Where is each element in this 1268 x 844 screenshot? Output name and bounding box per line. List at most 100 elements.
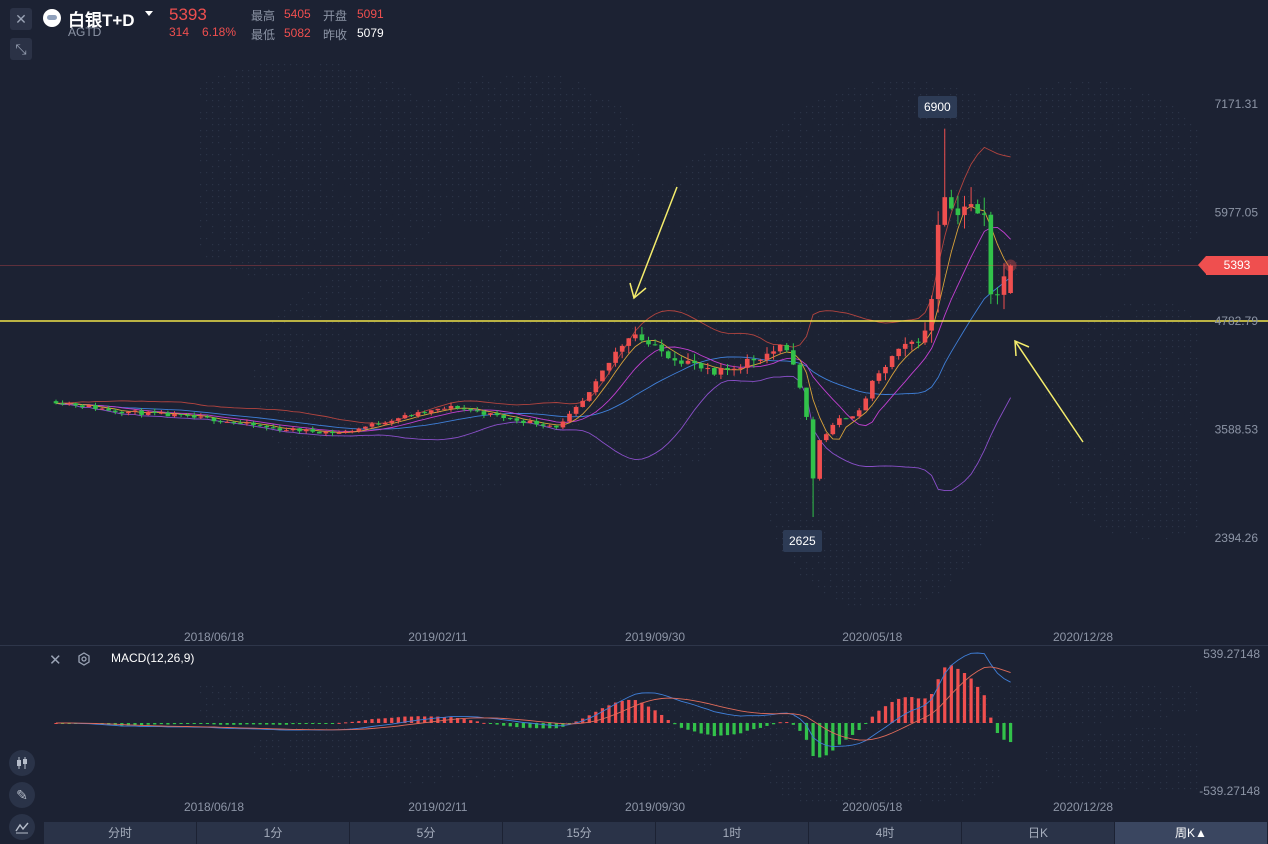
candle-body	[738, 367, 743, 369]
macd-bar	[225, 723, 229, 725]
macd-chart[interactable]: 539.27148 -539.27148 2018/06/18 2019/02/11…	[0, 646, 1268, 822]
candle-body	[613, 351, 618, 363]
macd-bar	[818, 723, 822, 758]
date-tick-label: 2019/02/11	[408, 630, 467, 644]
price-change: 314	[169, 25, 190, 39]
macd-bar	[508, 723, 512, 727]
candle-body	[343, 431, 348, 433]
candle-body	[428, 410, 434, 413]
annotation-arrow-left	[629, 186, 678, 300]
macd-bar	[133, 723, 137, 725]
ma-mid-line	[55, 226, 1011, 432]
macd-bar	[686, 723, 690, 730]
macd-bar	[745, 723, 749, 731]
tab-daily[interactable]: 日K	[962, 822, 1115, 844]
candle-body	[514, 418, 520, 421]
close-icon[interactable]: ✕	[49, 652, 62, 669]
macd-bar	[765, 723, 769, 726]
candle-body	[830, 424, 836, 435]
candle-body	[619, 345, 625, 352]
tab-15min[interactable]: 15分	[503, 822, 656, 844]
candlestick-icon[interactable]	[9, 750, 35, 776]
background-dot-map	[200, 686, 1198, 802]
candle-body	[73, 403, 79, 406]
tab-time-share[interactable]: 分时	[44, 822, 197, 844]
tab-weekly[interactable]: 周K▲	[1115, 822, 1268, 844]
macd-bar	[785, 722, 789, 724]
last-price: 5393	[169, 5, 207, 24]
candle-body	[685, 360, 691, 364]
candle-body	[264, 425, 269, 428]
candlestick-chart[interactable]: 7171.31 5977.05 4782.79 3588.53 2394.26 2018…	[0, 0, 1268, 646]
bollinger-lower-line	[55, 375, 1011, 492]
close-icon[interactable]: ✕	[10, 8, 32, 30]
current-price-tag: 5393	[1198, 256, 1268, 275]
high-label: 最高	[251, 9, 276, 23]
macd-bar	[528, 723, 532, 728]
price-tick-label: 2394.26	[1215, 531, 1259, 545]
candle-body	[725, 368, 730, 370]
candle-body	[988, 214, 994, 295]
macd-bar	[337, 722, 341, 724]
macd-bar	[390, 717, 394, 723]
candle-body	[856, 410, 862, 417]
candle-body	[580, 400, 585, 407]
candle-body	[238, 422, 243, 424]
macd-bar	[383, 718, 387, 723]
macd-bar	[291, 723, 295, 725]
candle-body	[172, 414, 177, 417]
candle-body	[540, 424, 546, 426]
settings-icon[interactable]	[77, 652, 91, 666]
candle-body	[382, 422, 388, 425]
candle-body	[758, 359, 763, 361]
price-tick-label: 5977.05	[1215, 205, 1259, 219]
candle-body	[211, 417, 217, 422]
candle-body	[461, 408, 467, 410]
macd-bar	[633, 700, 637, 723]
macd-bar	[877, 710, 881, 723]
candle-body	[949, 197, 954, 209]
date-axis: 2018/06/18 2019/02/11 2019/09/30 2020/05/18…	[184, 630, 1113, 644]
candle-body	[475, 410, 480, 412]
candle-body	[277, 428, 283, 431]
macd-bar	[831, 723, 835, 751]
candle-body	[409, 415, 414, 417]
macd-bar	[146, 723, 150, 725]
symbol-name[interactable]: 白银T+D	[68, 11, 135, 30]
bollinger-bands	[55, 146, 1011, 492]
candle-body	[975, 204, 980, 214]
macd-bar	[258, 723, 262, 725]
candle-body	[60, 403, 65, 405]
tab-1min[interactable]: 1分	[197, 822, 350, 844]
caret-down-icon[interactable]	[145, 11, 153, 16]
macd-bar	[646, 706, 651, 723]
candle-body	[962, 206, 967, 216]
price-change-pct: 6.18%	[202, 25, 237, 39]
macd-bar	[936, 679, 940, 723]
indicator-icon[interactable]	[9, 814, 35, 840]
macd-bar	[890, 701, 894, 723]
collapse-icon[interactable]: ⤡	[10, 38, 32, 60]
candle-body	[955, 208, 961, 216]
tab-4hour[interactable]: 4时	[809, 822, 962, 844]
macd-bar	[962, 673, 967, 723]
candle-body	[99, 408, 105, 410]
candle-body	[705, 368, 711, 370]
candle-body	[139, 410, 144, 415]
candle-body	[942, 197, 948, 225]
candle-body	[501, 415, 506, 419]
prev-close-value: 5079	[357, 26, 384, 40]
tab-1hour[interactable]: 1时	[656, 822, 809, 844]
candle-body	[527, 420, 533, 424]
candle-body	[652, 344, 658, 346]
macd-bar	[186, 723, 190, 724]
pen-icon[interactable]: ✎	[9, 782, 35, 808]
candle-body	[257, 425, 263, 427]
macd-bar	[587, 715, 591, 723]
tab-5min[interactable]: 5分	[350, 822, 503, 844]
macd-bar	[396, 717, 400, 723]
macd-bar	[883, 706, 888, 723]
macd-bar	[778, 722, 782, 724]
macd-bar	[350, 721, 354, 723]
candle-body	[244, 422, 250, 424]
